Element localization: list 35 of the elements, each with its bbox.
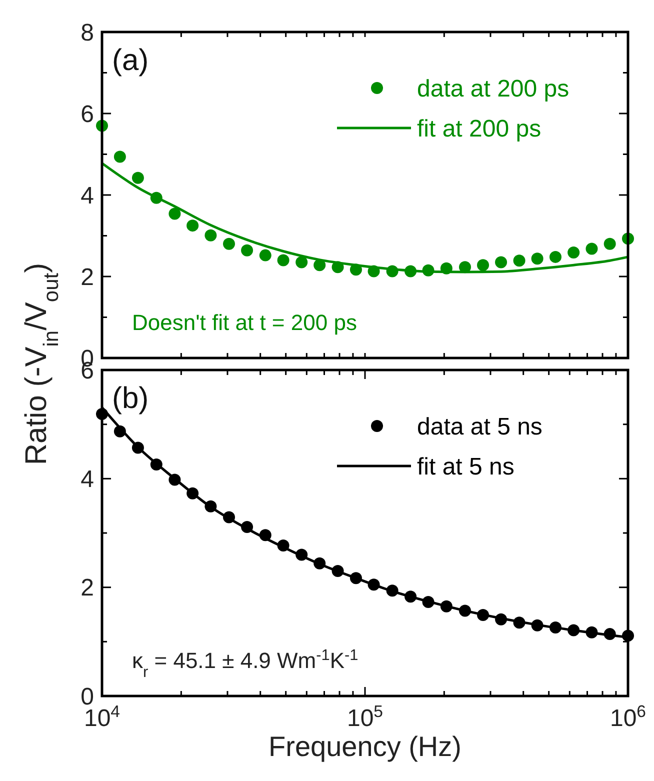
point: [259, 249, 272, 262]
point: [204, 229, 217, 242]
y-tick-label: 8: [80, 19, 94, 46]
point: [549, 250, 562, 263]
chart-title: (a): [112, 44, 149, 77]
legend-label: data at 200 ps: [417, 75, 570, 102]
annotation: Doesn't fit at t = 200 ps: [132, 310, 357, 335]
y-tick-label: 2: [80, 264, 94, 291]
point: [513, 254, 526, 267]
y-tick-label: 4: [80, 466, 94, 494]
point: [186, 220, 199, 232]
point: [132, 172, 144, 184]
point: [296, 256, 308, 268]
legend-label: fit at 5 ns: [417, 453, 514, 480]
legend-label: data at 5 ns: [417, 413, 542, 440]
point: [568, 246, 580, 258]
point: [604, 238, 616, 250]
y-tick-label: 2: [80, 574, 94, 602]
point: [495, 256, 508, 268]
point: [277, 254, 290, 266]
point: [168, 208, 181, 220]
y-tick-label: 6: [80, 100, 94, 128]
point: [222, 238, 235, 250]
x-tick-label: 10$^{5}$: [346, 702, 384, 732]
point: [114, 150, 126, 163]
point: [586, 242, 598, 255]
legend-label: fit at 200 ps: [417, 115, 542, 142]
chart-title: (b): [112, 382, 149, 415]
point: [477, 259, 490, 272]
y-tick-label: 4: [80, 182, 94, 210]
x-tick-label: 10$^{6}$: [610, 702, 646, 732]
annotation: κ$_{r}$ = 45.1 ± 4.9 Wm$^{-1}$K$^{-1}$: [132, 646, 358, 680]
point: [531, 252, 544, 265]
x-axis-title: Frequency (Hz): [268, 731, 462, 762]
point: [241, 244, 254, 256]
